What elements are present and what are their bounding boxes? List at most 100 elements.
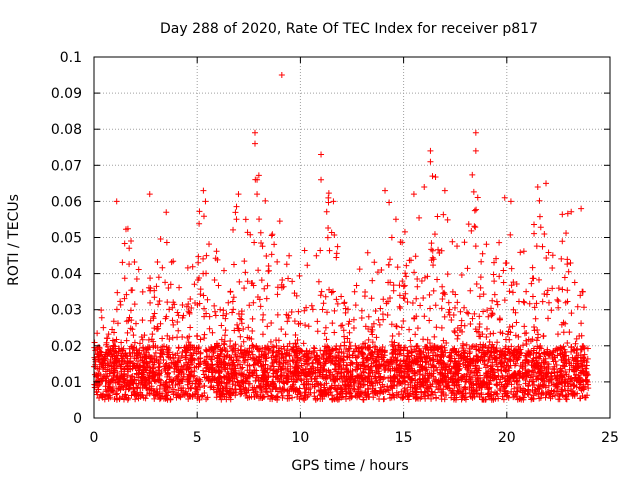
data-point — [170, 258, 177, 265]
data-point — [139, 288, 146, 295]
data-point — [549, 285, 556, 292]
data-point — [388, 234, 395, 241]
data-point — [305, 323, 312, 330]
data-point — [210, 386, 217, 393]
data-point — [435, 246, 442, 253]
data-point — [269, 231, 276, 238]
data-point — [200, 292, 207, 299]
data-point — [491, 291, 498, 298]
data-point — [341, 333, 348, 340]
data-point — [543, 291, 550, 298]
data-point — [360, 369, 367, 376]
data-point — [323, 208, 330, 215]
data-point — [485, 357, 492, 364]
data-point — [292, 331, 299, 338]
data-point — [411, 269, 418, 276]
data-point — [406, 326, 413, 333]
data-point — [191, 281, 198, 288]
y-tick-label: 0 — [73, 411, 82, 427]
data-point — [159, 264, 166, 271]
data-point — [191, 364, 198, 371]
data-point — [269, 343, 276, 350]
data-point — [124, 329, 131, 336]
data-point — [229, 298, 236, 305]
data-point — [249, 280, 256, 287]
data-point — [432, 351, 439, 358]
data-point — [175, 372, 182, 379]
data-point — [398, 363, 405, 370]
data-point — [541, 231, 548, 238]
data-point — [211, 277, 218, 284]
data-point — [156, 298, 163, 305]
data-point — [244, 278, 251, 285]
data-point — [427, 305, 434, 312]
data-point — [333, 386, 340, 393]
data-point — [302, 394, 309, 401]
data-point — [132, 320, 139, 327]
data-point — [477, 284, 484, 291]
data-point — [235, 191, 242, 198]
data-point — [268, 251, 275, 258]
data-point — [125, 395, 132, 402]
data-point — [565, 268, 572, 275]
data-point — [160, 357, 167, 364]
data-point — [460, 354, 467, 361]
data-point — [312, 375, 319, 382]
data-point — [230, 294, 237, 301]
data-point — [126, 261, 133, 268]
data-point — [106, 392, 113, 399]
data-point — [379, 311, 386, 318]
data-point — [237, 383, 244, 390]
data-point — [390, 392, 397, 399]
data-point — [341, 339, 348, 346]
data-point — [358, 307, 365, 314]
data-point — [395, 331, 402, 338]
data-point — [562, 368, 569, 375]
data-point — [274, 291, 281, 298]
data-point — [551, 372, 558, 379]
data-point — [300, 340, 307, 347]
data-point — [424, 336, 431, 343]
data-point — [497, 387, 504, 394]
data-point — [283, 261, 290, 268]
data-point — [428, 240, 435, 247]
data-point — [314, 395, 321, 402]
data-point — [538, 345, 545, 352]
data-point — [163, 239, 170, 246]
data-point — [399, 278, 406, 285]
data-point — [508, 343, 515, 350]
data-point — [576, 395, 583, 402]
data-point — [325, 367, 332, 374]
data-point — [476, 320, 483, 327]
data-point — [498, 353, 505, 360]
data-point — [473, 280, 480, 287]
data-point — [502, 336, 509, 343]
data-point — [342, 396, 349, 403]
data-point — [185, 339, 192, 346]
data-point — [194, 301, 201, 308]
data-point — [318, 151, 325, 158]
data-point — [131, 301, 138, 308]
data-point — [325, 344, 332, 351]
data-point — [162, 315, 169, 322]
data-point — [324, 309, 331, 316]
data-point — [558, 367, 565, 374]
data-point — [418, 278, 425, 284]
data-point — [186, 372, 193, 379]
data-point — [407, 343, 414, 350]
data-point — [507, 198, 514, 205]
data-point — [286, 340, 293, 347]
data-point — [148, 336, 155, 343]
data-point — [114, 289, 121, 296]
data-point — [434, 213, 441, 220]
data-point — [196, 396, 203, 403]
data-point — [119, 259, 126, 266]
data-point — [446, 311, 453, 318]
data-point — [564, 261, 571, 268]
data-point — [143, 392, 150, 399]
data-point — [345, 381, 352, 388]
data-point — [258, 277, 265, 284]
data-point — [510, 306, 517, 313]
data-point — [458, 355, 465, 362]
data-point — [551, 365, 558, 372]
